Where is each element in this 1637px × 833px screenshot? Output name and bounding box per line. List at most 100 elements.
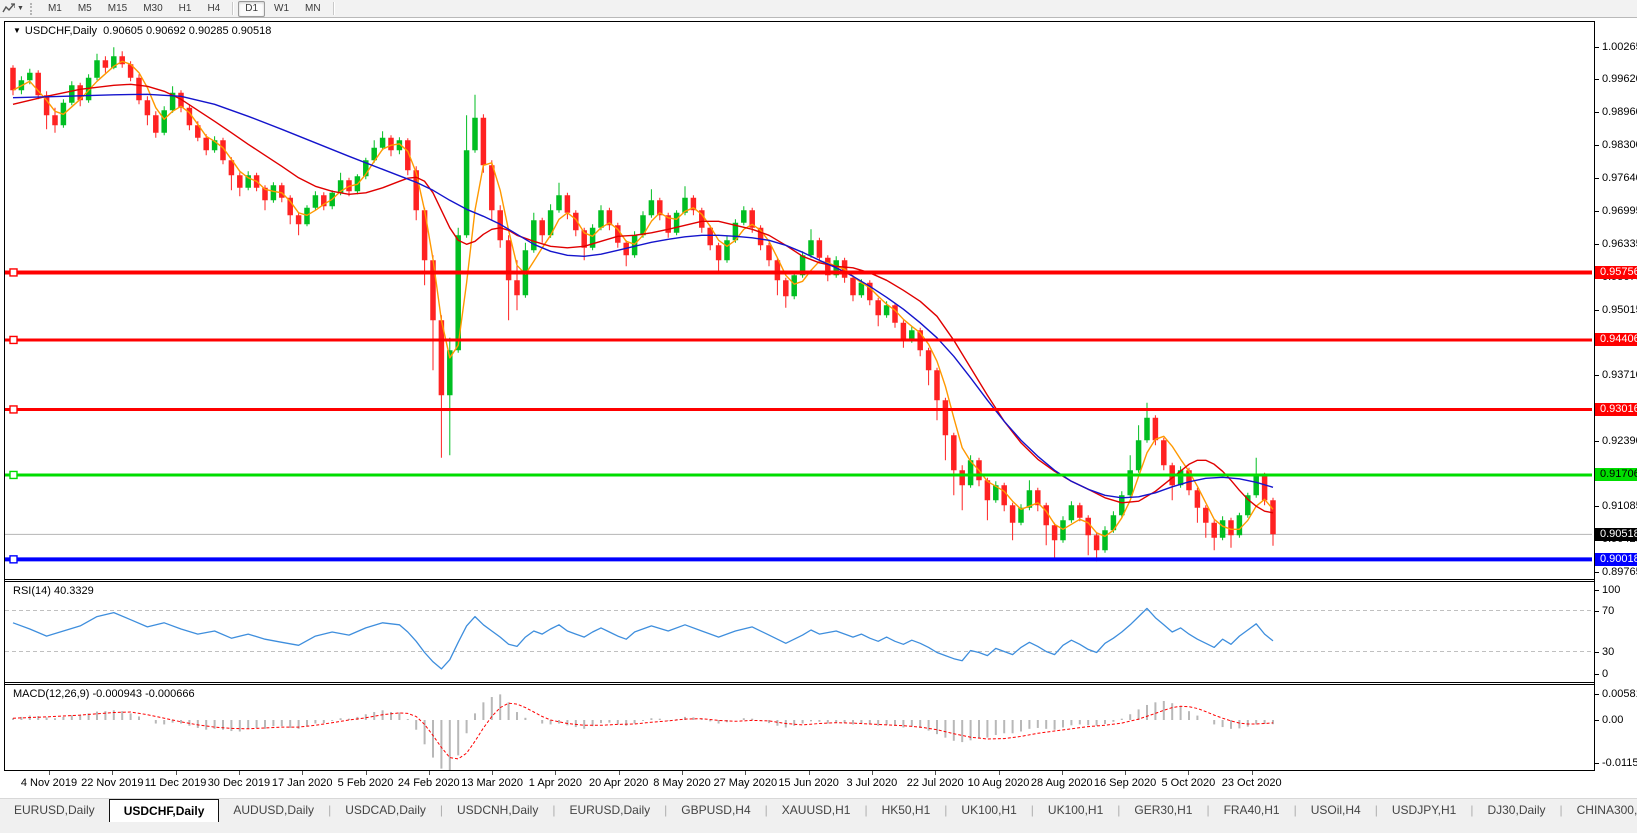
chart-title: ▼ USDCHF,Daily 0.90605 0.90692 0.90285 0.…: [13, 25, 271, 37]
rsi-indicator-canvas[interactable]: [5, 582, 1592, 682]
time-axis-label: 13 Mar 2020: [461, 777, 523, 789]
chart-tab-fra40[interactable]: FRA40,H1: [1223, 803, 1280, 817]
chart-tab-ger30[interactable]: GER30,H1: [1134, 803, 1193, 817]
time-axis-tick: [935, 771, 937, 775]
macd-value-main: -0.000943: [92, 688, 143, 700]
time-axis-tick: [49, 771, 50, 775]
macd-axis-tick: 0.00: [1595, 714, 1637, 726]
time-axis-label: 24 Feb 2020: [397, 777, 460, 789]
chart-tab-gbpusd[interactable]: GBPUSD,H4: [681, 803, 751, 817]
macd-indicator-canvas[interactable]: [5, 685, 1592, 770]
chart-tab-dj30[interactable]: DJ30,Daily: [1487, 803, 1546, 817]
toolbar-separator: [232, 2, 234, 15]
panel-divider[interactable]: [5, 684, 1594, 685]
level-price-badge: 0.93016: [1595, 402, 1637, 416]
time-axis-tick: [871, 771, 873, 775]
time-axis-label: 23 Oct 2020: [1221, 777, 1282, 789]
time-axis-label: 5 Oct 2020: [1161, 777, 1216, 789]
timeframe-button-m30[interactable]: M30: [143, 2, 163, 14]
time-axis-tick: [998, 771, 1000, 775]
time-axis-label: 30 Dec 2019: [207, 777, 271, 789]
time-axis-tick: [1061, 771, 1063, 775]
chart-tab-audusd[interactable]: AUDUSD,Daily: [233, 803, 315, 817]
chart-cursor-icon[interactable]: [0, 2, 16, 15]
time-axis-tick: [365, 771, 367, 775]
time-axis-label: 16 Sep 2020: [1093, 777, 1157, 789]
chevron-down-icon[interactable]: ▼: [17, 5, 24, 12]
tab-separator: |: [1559, 803, 1563, 817]
time-scale[interactable]: 4 Nov 2019 22 Nov 2019 11 Dec 2019 30 Dec 2…: [0, 771, 1637, 797]
chart-tab-hk50[interactable]: HK50,H1: [881, 803, 931, 817]
macd-value-signal: -0.000666: [145, 688, 195, 700]
rsi-axis-tick: 70: [1595, 605, 1637, 617]
time-axis-label: 3 Jul 2020: [846, 777, 898, 789]
tab-separator: |: [864, 803, 868, 817]
time-axis-label: 15 Jun 2020: [778, 777, 839, 789]
timeframe-button-m1[interactable]: M1: [47, 2, 62, 14]
toolbar-grip[interactable]: [29, 2, 37, 15]
timeframe-button-h4[interactable]: H4: [207, 2, 221, 14]
time-axis-tick: [808, 771, 810, 775]
time-axis-tick: [302, 771, 304, 775]
time-axis-tick: [1251, 771, 1253, 775]
time-axis-label: 5 Feb 2020: [337, 777, 394, 789]
chart-tab-uk100[interactable]: UK100,H1: [1047, 803, 1104, 817]
tab-separator: |: [1117, 803, 1121, 817]
time-axis-tick: [112, 771, 114, 775]
timeframe-button-mn[interactable]: MN: [305, 2, 321, 14]
panel-divider[interactable]: [5, 581, 1594, 582]
time-axis-tick: [428, 771, 430, 775]
macd-axis-tick: 0.005818: [1595, 688, 1637, 700]
chart-tab-bar: EURUSD,Daily USDCHF,Daily AUDUSD,Daily | USD…: [0, 798, 1637, 833]
chart-tab-usdchf[interactable]: USDCHF,Daily: [108, 799, 220, 822]
chart-context-caret-icon[interactable]: ▼: [13, 26, 21, 35]
chart-tab-china300[interactable]: CHINA300,H1: [1576, 803, 1637, 817]
panel-divider[interactable]: [5, 682, 1594, 683]
time-axis-tick: [682, 771, 683, 775]
tab-separator: |: [439, 803, 443, 817]
time-axis-tick: [238, 771, 240, 775]
time-axis-tick: [175, 771, 177, 775]
price-axis-tick: 0.96995: [1595, 205, 1637, 217]
chart-tab-uk100[interactable]: UK100,H1: [961, 803, 1017, 817]
price-chart-canvas[interactable]: [5, 22, 1592, 579]
chart-tab-usdcad[interactable]: USDCAD,Daily: [345, 803, 426, 817]
panel-divider[interactable]: [5, 579, 1594, 580]
level-price-badge: 0.94406: [1595, 333, 1637, 347]
toolbar-separator: [332, 2, 334, 15]
chart-symbol: USDCHF,Daily: [24, 25, 98, 37]
chart-tab-usdjpy[interactable]: USDJPY,H1: [1391, 803, 1457, 817]
chart-window: ▼ USDCHF,Daily 0.90605 0.90692 0.90285 0.…: [4, 21, 1595, 771]
price-axis-tick: 0.91085: [1595, 500, 1637, 512]
chart-tab-xauusd[interactable]: XAUUSD,H1: [781, 803, 851, 817]
timeframe-toolbar: ▼ M1 M5 M15 M30 H1 H4 D1 W1 MN: [0, 0, 1637, 18]
rsi-label: RSI(14) 40.3329: [13, 585, 94, 597]
timeframe-button-w1[interactable]: W1: [274, 2, 290, 14]
tab-separator: |: [1374, 803, 1378, 817]
time-axis-tick: [745, 771, 747, 775]
price-axis-tick: 0.89765: [1595, 566, 1637, 578]
chart-tab-usdcnh[interactable]: USDCNH,Daily: [457, 803, 539, 817]
timeframe-button-d1[interactable]: D1: [238, 0, 266, 17]
timeframe-button-m5[interactable]: M5: [77, 2, 92, 14]
rsi-axis-tick: 100: [1595, 584, 1637, 596]
timeframe-button-m15[interactable]: M15: [107, 2, 128, 14]
rsi-value: 40.3329: [53, 585, 94, 597]
time-axis-label: 28 Aug 2020: [1030, 777, 1093, 789]
level-price-badge: 0.90018: [1595, 552, 1637, 566]
chart-tab-usoil[interactable]: USOil,H4: [1310, 803, 1361, 817]
time-axis-label: 20 Apr 2020: [589, 777, 649, 789]
rsi-axis-tick: 30: [1595, 646, 1637, 658]
timeframe-button-h1[interactable]: H1: [178, 2, 192, 14]
time-axis-label: 1 Apr 2020: [528, 777, 582, 789]
chart-tab-eurusd[interactable]: EURUSD,Daily: [14, 803, 95, 817]
time-axis-label: 22 Jul 2020: [906, 777, 964, 789]
macd-axis-tick: -0.011514: [1595, 757, 1637, 769]
chart-tab-eurusd[interactable]: EURUSD,Daily: [569, 803, 651, 817]
